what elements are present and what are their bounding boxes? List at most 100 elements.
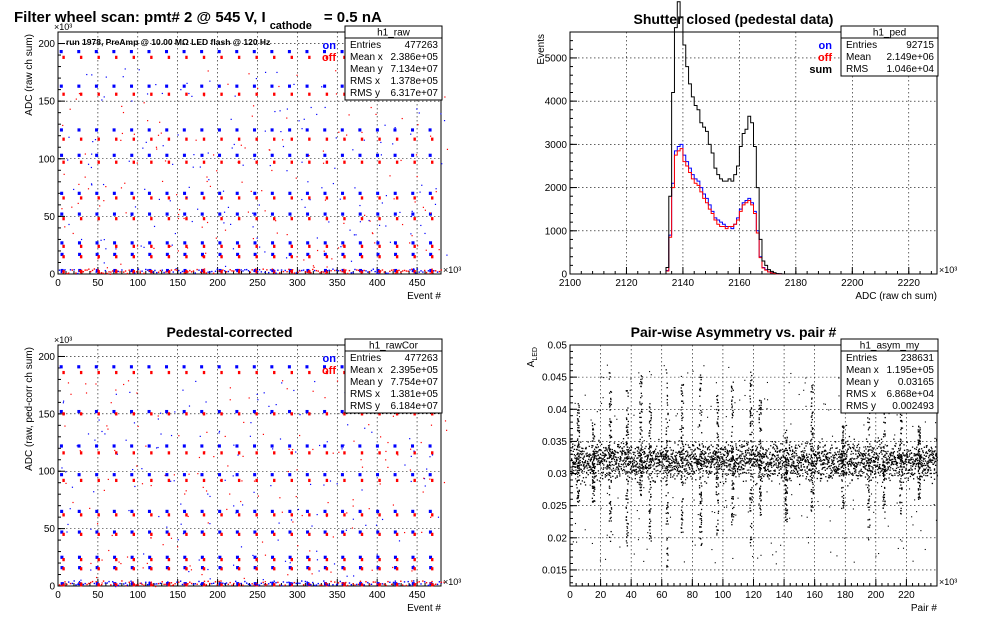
data-point-baseline — [438, 270, 441, 273]
data-point-band — [750, 475, 752, 477]
data-point-on — [288, 566, 292, 570]
x-axis-label: Event # — [407, 291, 441, 302]
data-point-off — [395, 567, 399, 571]
data-point-band — [634, 470, 636, 472]
data-point-band — [586, 467, 588, 469]
data-point-band — [688, 456, 690, 458]
data-point-band — [798, 460, 800, 462]
data-point-band — [653, 451, 655, 454]
data-point-baseline — [367, 581, 369, 584]
data-point-band — [643, 450, 646, 453]
data-point-on — [148, 252, 152, 257]
data-point-band — [873, 473, 876, 475]
data-point-band — [765, 455, 768, 457]
data-point-scatter — [351, 527, 354, 529]
data-point-band — [722, 459, 725, 461]
data-point-baseline — [424, 269, 426, 272]
data-point-baseline — [174, 269, 176, 271]
data-point-band — [886, 458, 888, 460]
data-point-band — [879, 467, 882, 469]
data-point-band — [884, 461, 886, 463]
data-point-scatter — [90, 562, 92, 565]
data-point-scatter — [241, 181, 243, 183]
data-point-band — [824, 459, 826, 461]
data-point-scatter — [403, 531, 406, 534]
data-point-scatter — [224, 479, 226, 481]
data-point-baseline — [277, 581, 279, 584]
data-point-on — [376, 566, 380, 570]
data-point-baseline — [387, 580, 389, 583]
data-point-band — [865, 438, 868, 440]
data-point-band — [611, 460, 613, 463]
data-point-on — [305, 128, 309, 132]
data-point-scatter — [353, 575, 355, 577]
data-point-band — [834, 471, 837, 473]
data-point-on — [393, 509, 397, 514]
data-point-on — [95, 252, 99, 257]
data-point-band — [783, 451, 785, 453]
data-point-band — [658, 455, 660, 458]
data-point-scatter — [409, 242, 411, 244]
data-point-baseline — [58, 269, 61, 271]
data-point-band — [877, 471, 879, 474]
data-point-band — [828, 474, 830, 476]
data-point-baseline — [266, 269, 268, 271]
data-point-band — [600, 443, 603, 446]
data-point-band — [854, 471, 856, 473]
data-point-baseline — [222, 582, 224, 584]
data-point-baseline — [356, 269, 358, 271]
data-point-band — [719, 459, 721, 461]
data-point-scatter — [243, 421, 245, 424]
data-point-band — [861, 462, 863, 464]
data-point-band — [679, 465, 681, 467]
data-point-band — [759, 467, 762, 469]
data-point-scatter — [423, 477, 425, 479]
data-point-band — [826, 457, 828, 459]
data-point-band — [888, 473, 891, 475]
x-tick-label: 100 — [129, 590, 146, 601]
data-point-band — [867, 450, 869, 453]
data-point-scatter — [303, 259, 305, 261]
data-point-off — [308, 513, 311, 517]
data-point-off — [290, 92, 293, 96]
data-point-band — [859, 474, 861, 476]
data-point-scatter — [262, 433, 265, 435]
data-point-band — [691, 468, 694, 470]
data-point-baseline — [280, 269, 283, 271]
data-point-scatter — [269, 164, 271, 167]
data-point-band — [592, 466, 595, 469]
data-point-scatter — [424, 209, 426, 211]
data-point-baseline — [123, 583, 125, 585]
data-point-on — [306, 252, 310, 257]
data-point-on — [411, 509, 415, 514]
data-point-off — [237, 217, 241, 221]
data-point-scatter — [421, 531, 423, 533]
data-point-baseline — [163, 271, 165, 274]
data-point-band — [794, 465, 796, 467]
data-point-off — [97, 478, 100, 483]
data-point-scatter — [287, 470, 289, 473]
data-point-baseline — [187, 271, 189, 273]
data-point-scatter — [292, 521, 294, 523]
data-point-baseline — [422, 580, 424, 582]
data-point-band — [607, 445, 610, 447]
data-point-scatter — [401, 223, 404, 226]
x-tick-label: 450 — [409, 278, 426, 289]
data-point-off — [308, 137, 311, 141]
data-point-on — [59, 128, 63, 132]
data-point-off — [343, 412, 346, 416]
data-point-off — [255, 160, 258, 164]
data-point-off — [378, 558, 381, 562]
data-point-on — [411, 473, 415, 477]
y-tick-label: 0.02 — [548, 533, 568, 544]
data-point-band — [820, 477, 823, 480]
data-point-band — [841, 465, 844, 467]
data-point-off — [62, 370, 65, 375]
data-point-baseline — [324, 272, 327, 275]
data-point-scatter — [385, 459, 387, 461]
data-point-band — [612, 475, 614, 478]
data-point-band — [788, 460, 790, 463]
data-point-baseline — [238, 584, 241, 586]
data-point-band — [603, 454, 605, 457]
data-point-scatter — [61, 467, 63, 469]
